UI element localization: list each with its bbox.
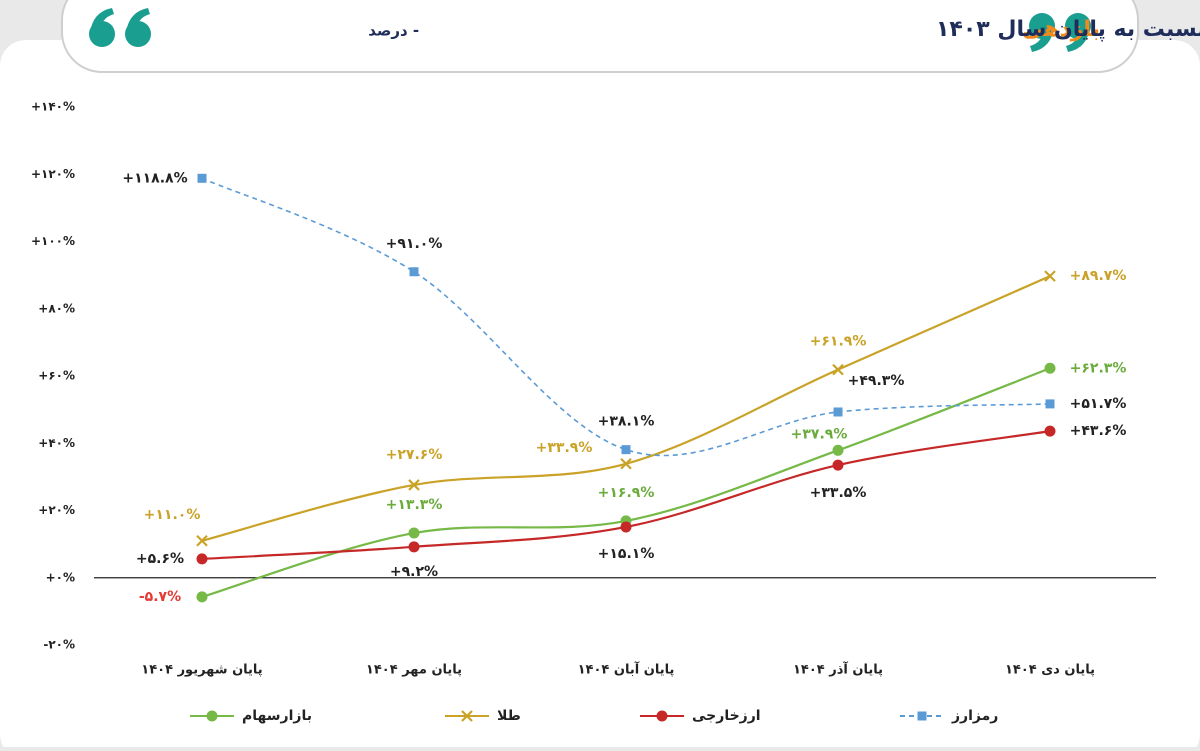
legend-label: ارزخارجی (692, 708, 761, 724)
legend-marker (656, 710, 668, 722)
point (196, 591, 208, 603)
point (408, 541, 420, 553)
y-tick-label: +۰% (46, 570, 75, 584)
value-label: +۶۱.۹% (810, 334, 867, 350)
y-tick-label: +۱۰۰% (31, 234, 75, 248)
point (621, 445, 631, 455)
x-tick-label: پایان دی ۱۴۰۴ (1005, 663, 1095, 678)
value-label: +۳۸.۱% (598, 414, 655, 430)
quote-left (89, 8, 151, 47)
chart-subtitle: - درصد (368, 22, 419, 40)
y-tick-label: -۲۰% (43, 638, 75, 652)
chart-background (0, 40, 1200, 751)
x-tick-label: پایان مهر ۱۴۰۴ (366, 663, 462, 678)
value-label: -۵.۷% (139, 589, 181, 605)
y-tick-label: +۶۰% (38, 369, 75, 383)
point (1044, 425, 1056, 437)
x-tick-label: پایان آذر ۱۴۰۴ (793, 661, 883, 678)
legend-marker (461, 710, 473, 722)
point (409, 267, 419, 277)
x-tick-label: پایان آبان ۱۴۰۴ (578, 661, 675, 678)
title-banner (61, 0, 1139, 73)
point (1044, 362, 1056, 374)
point (408, 527, 420, 539)
legend-label: طلا (497, 708, 521, 724)
point (832, 459, 844, 471)
point (620, 521, 632, 533)
series: +۱۱.۰% +۲۷.۶% +۳۳.۹% +۶۱.۹% +۸۹.۷% (144, 268, 1127, 547)
point (196, 534, 208, 547)
value-label: +۳۳.۹% (536, 440, 593, 456)
series: +۵.۶% +۹.۲% +۱۵.۱% +۳۳.۵% +۴۳.۶% (136, 423, 1126, 580)
point (832, 363, 844, 376)
chart-title: بازارهای دارایی سرمایه‌ای نسبت به پایان … (936, 17, 1200, 42)
value-label: +۲۷.۶% (386, 447, 443, 463)
title-highlight: بازدهی (1022, 17, 1100, 42)
y-tick-label: +۴۰% (38, 436, 75, 450)
value-label: +۱۶.۹% (598, 485, 655, 501)
value-label: +۵.۶% (136, 551, 184, 567)
value-label: +۹.۲% (390, 564, 438, 580)
value-label: +۱۱۸.۸% (122, 170, 187, 186)
point (196, 553, 208, 565)
value-label: +۱۳.۳% (386, 497, 443, 513)
point (620, 457, 632, 470)
value-label: +۳۷.۹% (791, 426, 848, 442)
quote-right (1029, 13, 1091, 52)
value-label: +۴۹.۳% (848, 373, 905, 389)
point (1044, 270, 1056, 282)
legend-label: بازارسهام (242, 708, 312, 724)
y-tick-label: +۱۲۰% (31, 167, 75, 181)
value-label: +۱۱.۰% (144, 507, 201, 523)
point (832, 444, 844, 456)
y-tick-label: +۱۴۰% (31, 100, 75, 114)
value-label: +۳۳.۵% (810, 485, 867, 501)
y-tick-label: +۲۰% (38, 503, 75, 517)
value-label: +۱۵.۱% (598, 546, 655, 562)
value-label: +۹۱.۰% (386, 236, 443, 252)
legend-label: رمزارز (951, 708, 998, 724)
point (1045, 399, 1055, 409)
x-tick-label: پایان شهریور ۱۴۰۴ (141, 663, 262, 678)
point (197, 173, 207, 183)
point (833, 407, 843, 417)
point (408, 479, 420, 491)
legend-marker (917, 711, 927, 721)
y-tick-label: +۸۰% (38, 301, 75, 315)
value-label: +۶۲.۳% (1070, 360, 1127, 376)
value-label: +۴۳.۶% (1070, 423, 1127, 439)
value-label: +۸۹.۷% (1070, 268, 1127, 284)
legend-marker (206, 710, 218, 722)
value-label: +۵۱.۷% (1070, 396, 1127, 412)
series: +۱۱۸.۸% +۹۱.۰% +۳۸.۱% +۴۹.۳% +۵۱.۷% (122, 170, 1127, 457)
